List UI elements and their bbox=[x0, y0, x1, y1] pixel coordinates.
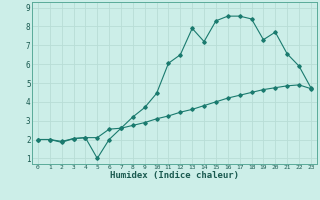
X-axis label: Humidex (Indice chaleur): Humidex (Indice chaleur) bbox=[110, 171, 239, 180]
